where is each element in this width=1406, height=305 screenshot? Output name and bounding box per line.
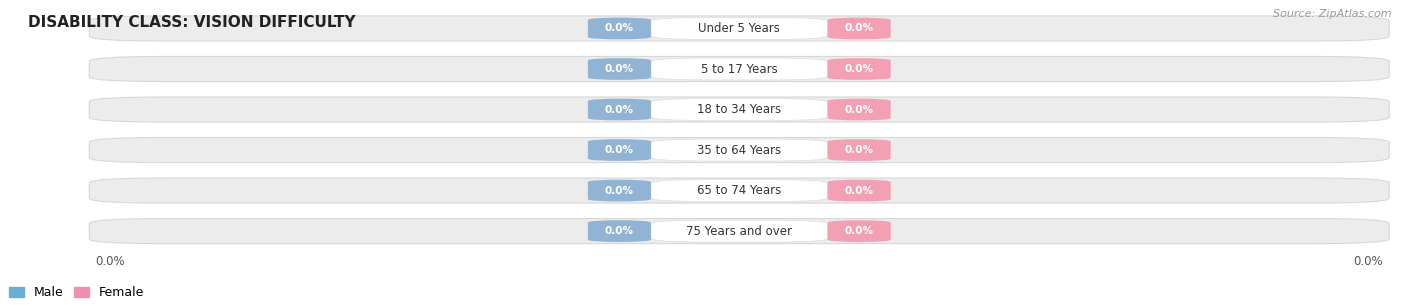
Text: 35 to 64 Years: 35 to 64 Years	[697, 144, 782, 156]
FancyBboxPatch shape	[828, 139, 891, 161]
Text: 65 to 74 Years: 65 to 74 Years	[697, 184, 782, 197]
Text: 0.0%: 0.0%	[845, 23, 873, 34]
FancyBboxPatch shape	[651, 180, 828, 202]
FancyBboxPatch shape	[651, 220, 828, 242]
Text: 0.0%: 0.0%	[845, 145, 873, 155]
FancyBboxPatch shape	[588, 18, 651, 39]
FancyBboxPatch shape	[651, 99, 828, 120]
Text: 0.0%: 0.0%	[1354, 255, 1384, 268]
FancyBboxPatch shape	[90, 219, 1389, 244]
FancyBboxPatch shape	[90, 178, 1389, 203]
Legend: Male, Female: Male, Female	[4, 282, 149, 304]
Text: 0.0%: 0.0%	[605, 226, 634, 236]
Text: 0.0%: 0.0%	[605, 185, 634, 196]
Text: DISABILITY CLASS: VISION DIFFICULTY: DISABILITY CLASS: VISION DIFFICULTY	[28, 15, 356, 30]
FancyBboxPatch shape	[828, 220, 891, 242]
FancyBboxPatch shape	[651, 139, 828, 161]
Text: 0.0%: 0.0%	[845, 105, 873, 115]
FancyBboxPatch shape	[651, 58, 828, 80]
FancyBboxPatch shape	[828, 99, 891, 120]
Text: Under 5 Years: Under 5 Years	[699, 22, 780, 35]
Text: 0.0%: 0.0%	[845, 185, 873, 196]
FancyBboxPatch shape	[90, 138, 1389, 163]
Text: 75 Years and over: 75 Years and over	[686, 224, 793, 238]
Text: 0.0%: 0.0%	[605, 145, 634, 155]
FancyBboxPatch shape	[588, 139, 651, 161]
Text: 0.0%: 0.0%	[605, 64, 634, 74]
Text: 0.0%: 0.0%	[845, 226, 873, 236]
FancyBboxPatch shape	[90, 56, 1389, 81]
FancyBboxPatch shape	[828, 180, 891, 202]
FancyBboxPatch shape	[90, 16, 1389, 41]
FancyBboxPatch shape	[828, 58, 891, 80]
Text: 0.0%: 0.0%	[605, 23, 634, 34]
FancyBboxPatch shape	[588, 99, 651, 120]
FancyBboxPatch shape	[651, 18, 828, 39]
FancyBboxPatch shape	[90, 97, 1389, 122]
FancyBboxPatch shape	[588, 220, 651, 242]
Text: 0.0%: 0.0%	[96, 255, 125, 268]
FancyBboxPatch shape	[828, 18, 891, 39]
Text: 0.0%: 0.0%	[605, 105, 634, 115]
Text: Source: ZipAtlas.com: Source: ZipAtlas.com	[1274, 9, 1392, 19]
Text: 18 to 34 Years: 18 to 34 Years	[697, 103, 782, 116]
FancyBboxPatch shape	[588, 58, 651, 80]
FancyBboxPatch shape	[588, 180, 651, 202]
Text: 5 to 17 Years: 5 to 17 Years	[702, 63, 778, 76]
Text: 0.0%: 0.0%	[845, 64, 873, 74]
